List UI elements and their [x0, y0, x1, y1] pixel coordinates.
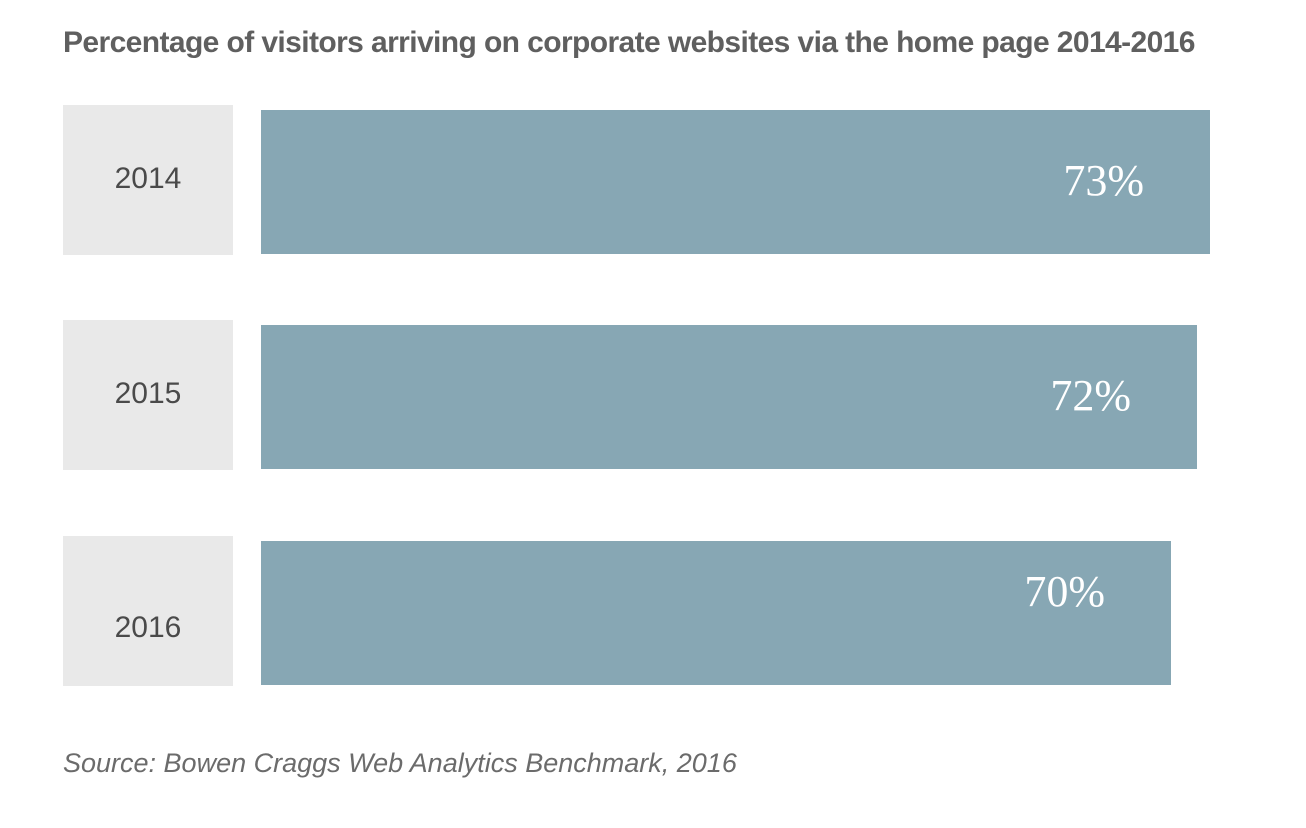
category-box-2014 [63, 105, 233, 255]
source-note: Source: Bowen Craggs Web Analytics Bench… [63, 748, 737, 778]
category-box-2016 [63, 536, 233, 686]
chart-title: Percentage of visitors arriving on corpo… [63, 26, 1195, 59]
category-label-2014: 2014 [115, 162, 182, 195]
value-label-2016: 70% [1024, 567, 1105, 616]
bar-2014 [261, 110, 1210, 254]
category-box-2015 [63, 320, 233, 470]
bar-2015 [261, 325, 1197, 469]
bar-2016 [261, 541, 1171, 685]
category-label-2016: 2016 [115, 611, 182, 644]
category-label-2015: 2015 [115, 377, 182, 410]
value-label-2015: 72% [1050, 371, 1131, 420]
value-label-2014: 73% [1063, 156, 1144, 205]
